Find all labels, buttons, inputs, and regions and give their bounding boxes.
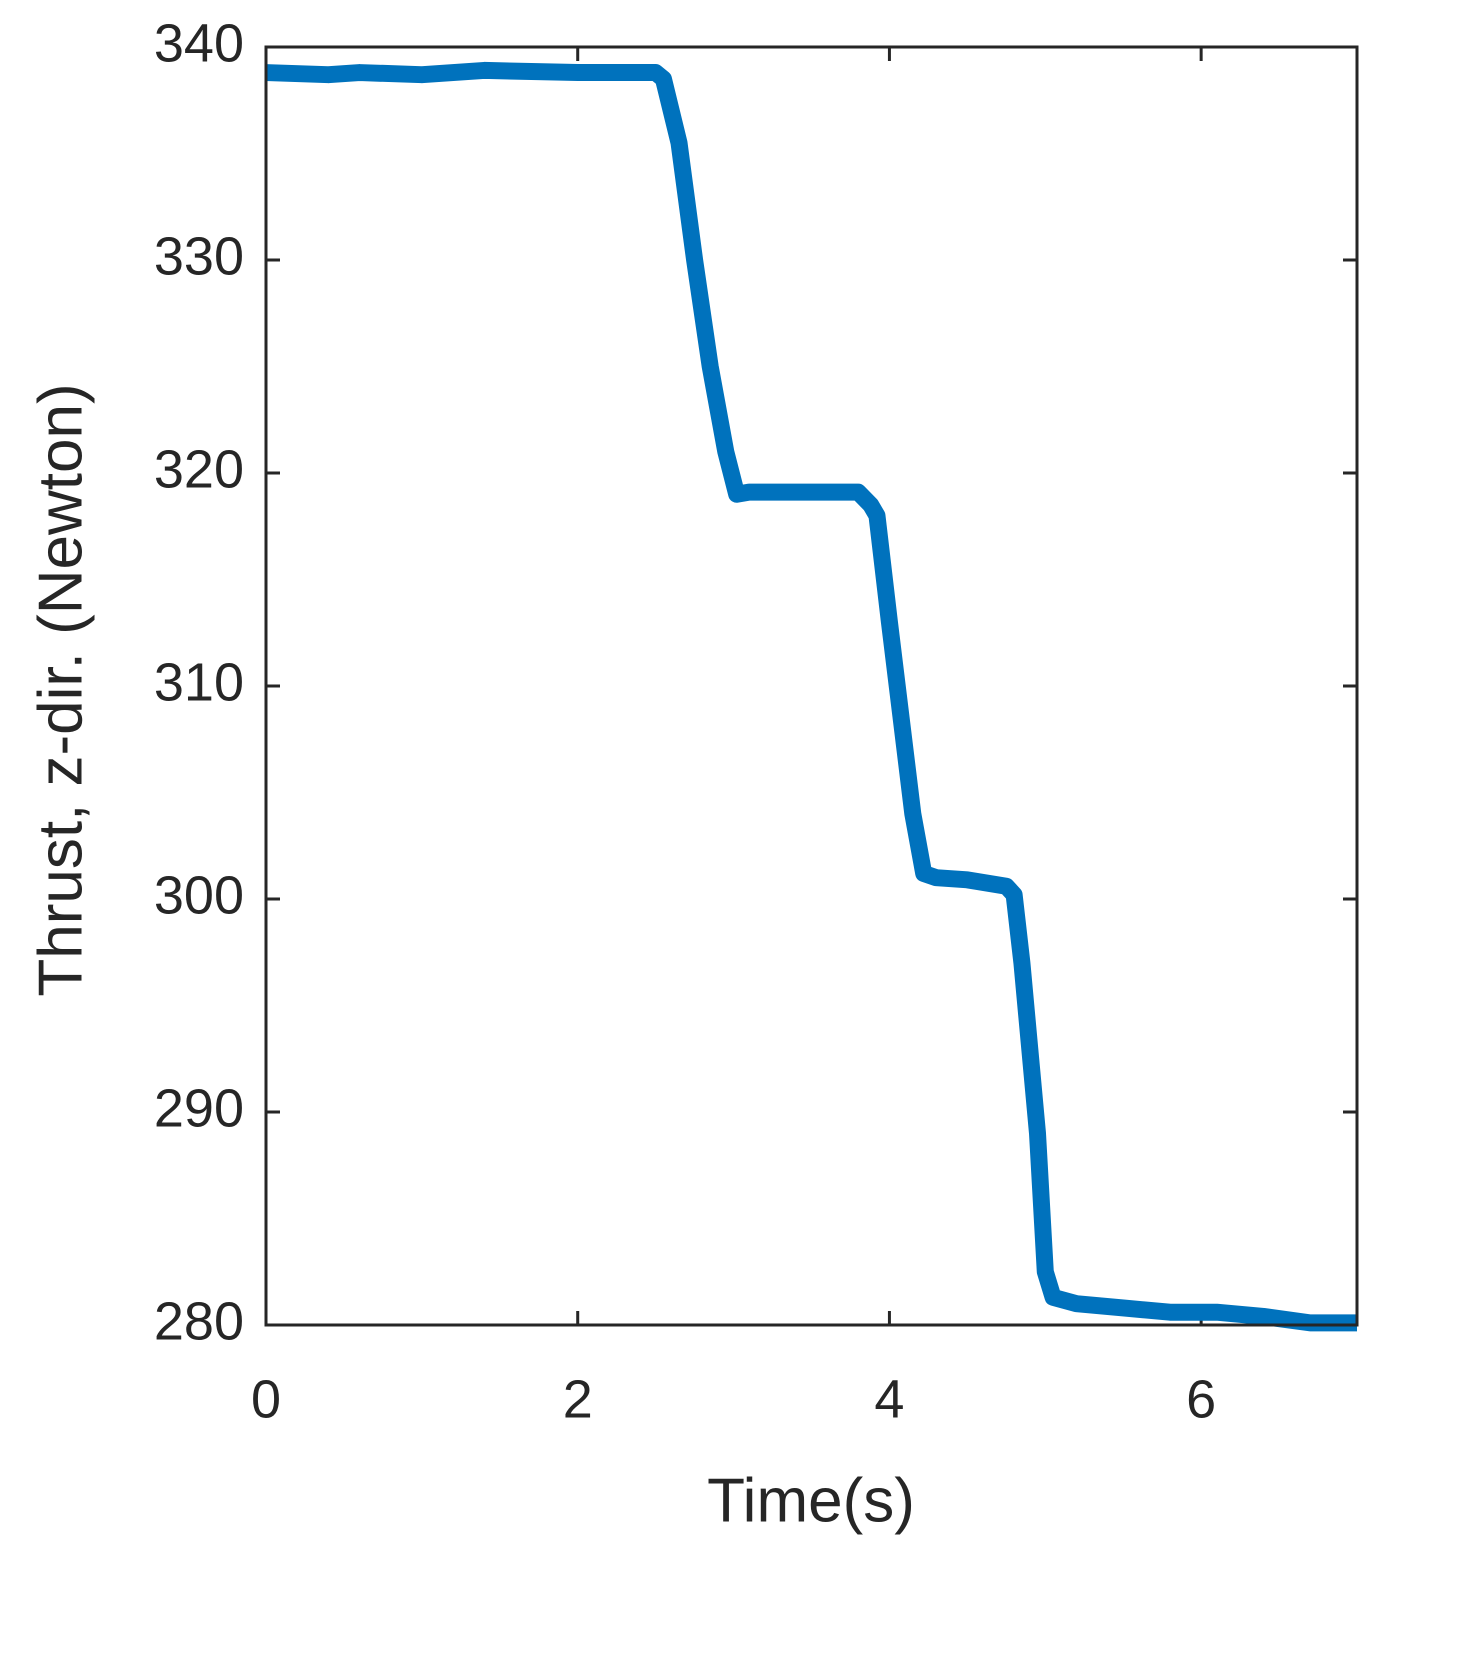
x-tick-label: 4 bbox=[874, 1369, 904, 1429]
x-tick-label: 0 bbox=[251, 1369, 281, 1429]
y-tick-label: 290 bbox=[154, 1078, 244, 1138]
line-series bbox=[265, 61, 1357, 1332]
y-tick-label: 330 bbox=[154, 226, 244, 286]
y-axis-label: Thrust, z-dir. (Newton) bbox=[26, 383, 95, 996]
y-tick-label: 280 bbox=[154, 1291, 244, 1351]
y-tick-label: 310 bbox=[154, 652, 244, 712]
x-tick-label: 6 bbox=[1186, 1369, 1216, 1429]
x-tick-label: 2 bbox=[563, 1369, 593, 1429]
y-tick-label: 300 bbox=[154, 865, 244, 925]
y-tick-label: 320 bbox=[154, 439, 244, 499]
x-axis-label: Time(s) bbox=[707, 1466, 915, 1535]
plot-frame bbox=[264, 45, 1359, 1327]
y-tick-label: 340 bbox=[154, 13, 244, 73]
